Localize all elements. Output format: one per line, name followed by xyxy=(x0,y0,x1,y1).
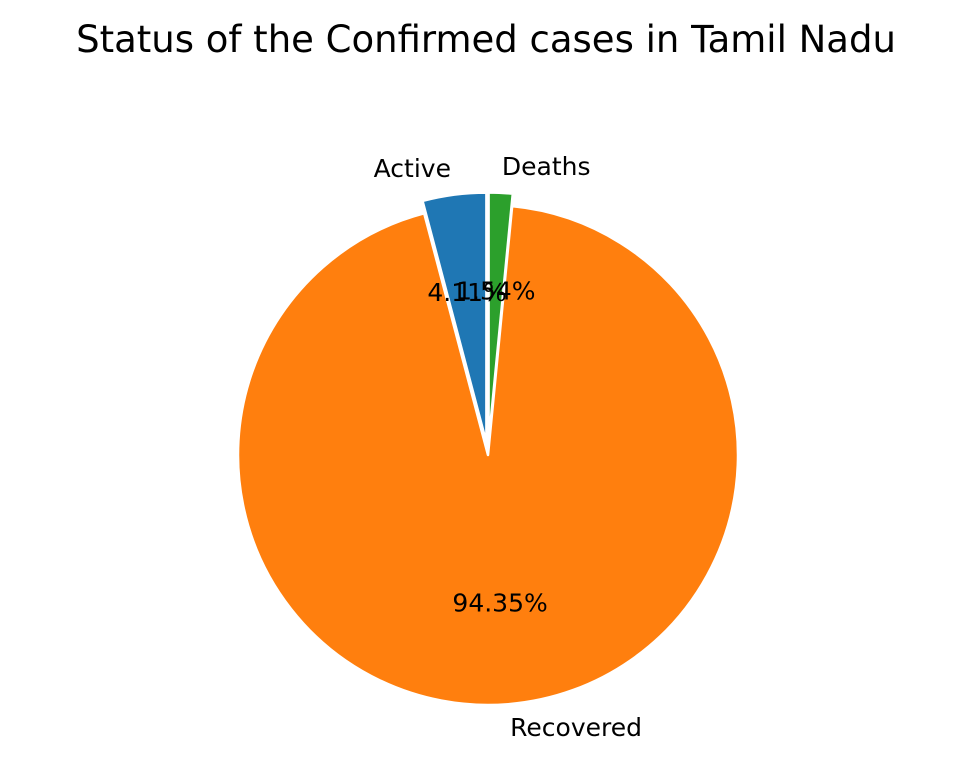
chart-title: Status of the Confirmed cases in Tamil N… xyxy=(76,18,896,61)
percent-label-deaths: 1.54% xyxy=(456,277,535,306)
percent-label-active: 4.11% xyxy=(427,278,506,307)
pie-labels: Active 4.11% Recovered 94.35% Deaths 1.54% xyxy=(374,152,642,742)
pie-slice-active xyxy=(421,191,488,444)
slice-label-active: Active xyxy=(374,154,451,183)
pie-slice-deaths xyxy=(487,191,515,444)
slice-label-recovered: Recovered xyxy=(510,713,642,742)
percent-label-recovered: 94.35% xyxy=(452,589,547,618)
slice-label-deaths: Deaths xyxy=(502,152,591,181)
pie-slices xyxy=(236,191,740,707)
pie-slice-recovered xyxy=(236,204,740,707)
